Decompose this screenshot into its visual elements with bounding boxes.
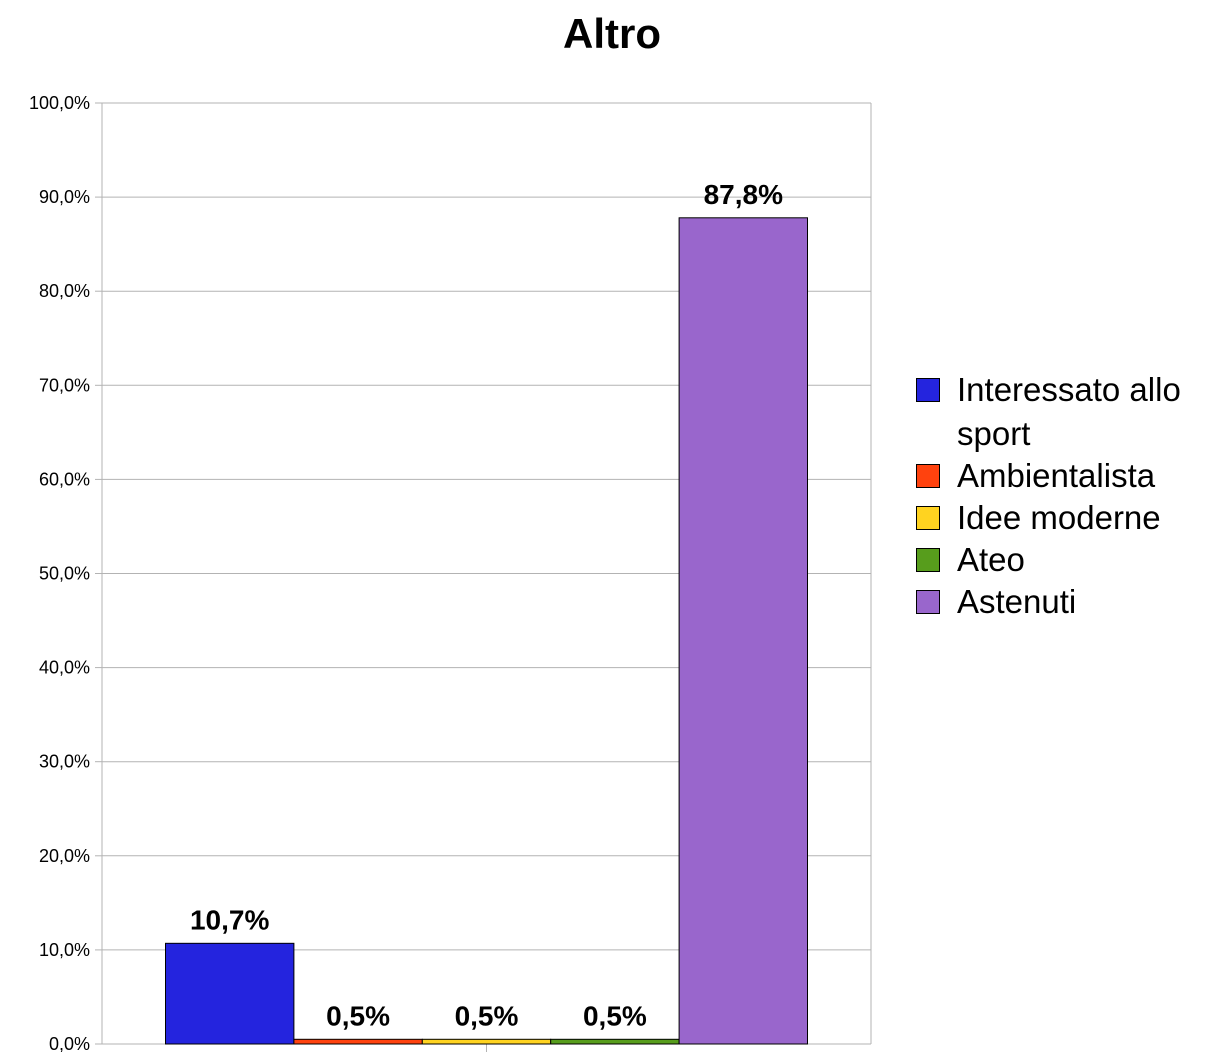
legend-label: Ambientalista bbox=[957, 457, 1156, 494]
y-tick-label: 40,0% bbox=[39, 658, 90, 678]
bar-ambientalista bbox=[293, 1038, 423, 1045]
legend-label: Astenuti bbox=[957, 583, 1077, 620]
legend-item: Astenuti bbox=[916, 583, 1206, 624]
legend-swatch bbox=[916, 506, 940, 530]
bar-idee-moderne bbox=[421, 1038, 552, 1045]
y-tick-label: 60,0% bbox=[39, 469, 90, 489]
y-tick-label: 10,0% bbox=[39, 940, 90, 960]
bar-ateo bbox=[550, 1038, 680, 1045]
legend: Interessato allo sport Ambientalista Idee … bbox=[916, 371, 1206, 628]
y-tick-label: 90,0% bbox=[39, 187, 90, 207]
legend-item: Idee moderne bbox=[916, 499, 1206, 540]
data-label: 0,5% bbox=[455, 1000, 519, 1031]
bar-astenuti bbox=[678, 217, 808, 1045]
legend-item: Interessato allo sport bbox=[916, 371, 1206, 456]
legend-swatch bbox=[916, 464, 940, 488]
y-tick-label: 70,0% bbox=[39, 375, 90, 395]
y-tick-label: 100,0% bbox=[29, 93, 90, 113]
data-label: 0,5% bbox=[326, 1000, 390, 1031]
data-label: 10,7% bbox=[190, 904, 269, 935]
bars bbox=[165, 217, 808, 1045]
y-tick-label: 30,0% bbox=[39, 752, 90, 772]
legend-swatch bbox=[916, 378, 940, 402]
y-tick-label: 20,0% bbox=[39, 846, 90, 866]
data-labels: 10,7% 0,5% 0,5% 0,5% 87,8% bbox=[190, 179, 783, 1031]
y-tick-label: 0,0% bbox=[49, 1034, 90, 1052]
data-label: 0,5% bbox=[583, 1000, 647, 1031]
legend-item: Ateo bbox=[916, 541, 1206, 582]
y-axis-ticks: 0,0% 10,0% 20,0% 30,0% 40,0% 50,0% 60,0% 70,0% 8… bbox=[29, 93, 102, 1052]
legend-label: Ateo bbox=[957, 541, 1025, 578]
chart-title: Altro bbox=[563, 10, 661, 57]
legend-swatch bbox=[916, 590, 940, 614]
data-label: 87,8% bbox=[704, 179, 783, 210]
legend-item: Ambientalista bbox=[916, 457, 1206, 498]
y-tick-label: 80,0% bbox=[39, 281, 90, 301]
legend-label: Idee moderne bbox=[957, 499, 1161, 536]
legend-label: Interessato allo sport bbox=[957, 371, 1181, 452]
y-tick-label: 50,0% bbox=[39, 564, 90, 584]
legend-swatch bbox=[916, 548, 940, 572]
bar-interessato-allo-sport bbox=[165, 942, 295, 1045]
